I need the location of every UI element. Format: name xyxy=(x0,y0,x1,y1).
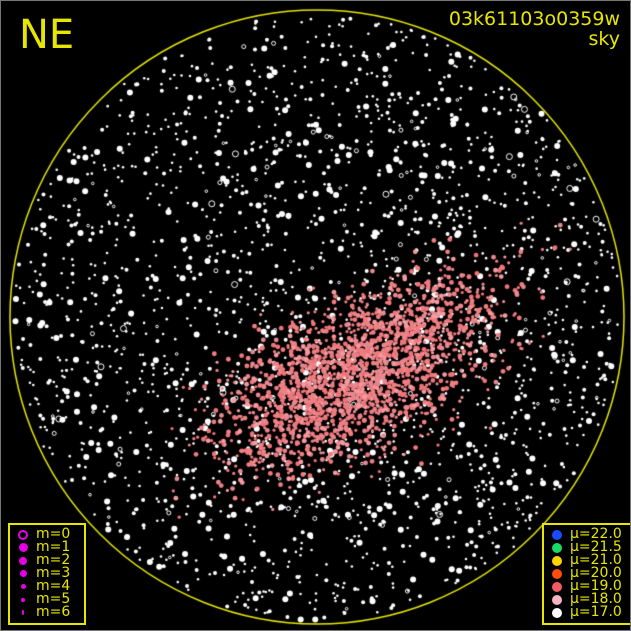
magnitude-marker-icon xyxy=(16,556,30,565)
brightness-legend-item: μ=17.0 xyxy=(550,604,626,620)
magnitude-marker-icon xyxy=(16,570,30,577)
brightness-label: μ=17.0 xyxy=(570,604,622,620)
magnitude-legend-item: m=6 xyxy=(16,604,78,620)
brightness-swatch-icon xyxy=(550,529,564,540)
brightness-legend-item: μ=21.5 xyxy=(550,539,626,555)
magnitude-label: m=4 xyxy=(36,578,71,594)
magnitude-label: m=0 xyxy=(36,526,71,542)
magnitude-legend-item: m=2 xyxy=(16,552,78,568)
brightness-swatch-icon xyxy=(550,607,564,618)
brightness-legend-item: μ=22.0 xyxy=(550,526,626,542)
magnitude-legend: m=0 m=1 m=2 m=3 m=4 m=5 m=6 xyxy=(8,523,86,625)
magnitude-legend-item: m=3 xyxy=(16,565,78,581)
brightness-label: μ=19.0 xyxy=(570,578,622,594)
brightness-swatch-icon xyxy=(550,568,564,579)
brightness-swatch-icon xyxy=(550,542,564,553)
direction-label: NE xyxy=(19,12,75,58)
brightness-label: μ=20.0 xyxy=(570,565,622,581)
magnitude-marker-icon xyxy=(16,597,30,602)
magnitude-marker-icon xyxy=(16,543,30,552)
brightness-label: μ=21.0 xyxy=(570,552,622,568)
brightness-legend-item: μ=19.0 xyxy=(550,578,626,594)
brightness-legend-item: μ=18.0 xyxy=(550,591,626,607)
brightness-swatch-icon xyxy=(550,594,564,605)
magnitude-marker-icon xyxy=(16,610,30,615)
magnitude-legend-item: m=5 xyxy=(16,591,78,607)
magnitude-marker-icon xyxy=(16,584,30,589)
magnitude-label: m=3 xyxy=(36,565,71,581)
magnitude-label: m=6 xyxy=(36,604,71,620)
magnitude-legend-item: m=0 xyxy=(16,526,78,542)
brightness-label: μ=21.5 xyxy=(570,539,622,555)
brightness-legend-item: μ=20.0 xyxy=(550,565,626,581)
magnitude-label: m=2 xyxy=(36,552,71,568)
frame-id: 03k61103o0359w xyxy=(448,8,620,30)
frame-type: sky xyxy=(588,28,620,50)
brightness-label: μ=18.0 xyxy=(570,591,622,607)
brightness-swatch-icon xyxy=(550,555,564,566)
brightness-swatch-icon xyxy=(550,581,564,592)
brightness-legend: μ=22.0 μ=21.5 μ=21.0 μ=20.0 μ=19.0 μ=18.0 μ=17… xyxy=(542,523,630,625)
magnitude-legend-item: m=1 xyxy=(16,539,78,555)
magnitude-legend-item: m=4 xyxy=(16,578,78,594)
magnitude-label: m=5 xyxy=(36,591,71,607)
magnitude-marker-icon xyxy=(16,529,30,540)
brightness-legend-item: μ=21.0 xyxy=(550,552,626,568)
brightness-label: μ=22.0 xyxy=(570,526,622,542)
magnitude-label: m=1 xyxy=(36,539,71,555)
